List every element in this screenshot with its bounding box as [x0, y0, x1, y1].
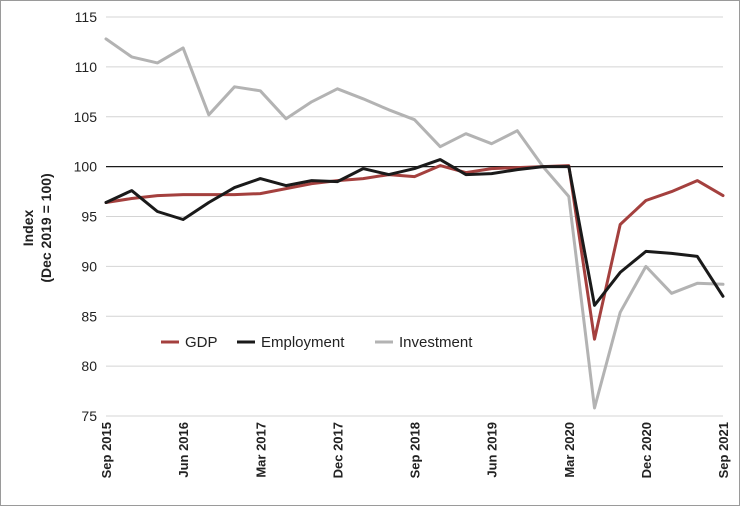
- gridlines: [106, 16, 723, 417]
- x-tick-label-sep-2021: Sep 2021: [716, 422, 731, 478]
- series-line-gdp: [104, 164, 725, 341]
- y-tick-label-110: 110: [75, 59, 98, 75]
- legend-label-investment: Investment: [399, 334, 473, 351]
- x-tick-label-dec-2020: Dec 2020: [639, 422, 654, 478]
- y-tick-label-75: 75: [81, 408, 97, 424]
- x-tick-label-mar-2017: Mar 2017: [253, 422, 268, 478]
- x-tick-label-dec-2017: Dec 2017: [330, 422, 345, 478]
- y-tick-label-95: 95: [81, 209, 97, 225]
- y-axis-ticks: 75 80 85 90 95 100 105 110 115: [74, 9, 98, 424]
- series-line-investment: [104, 37, 725, 410]
- series-line-employment: [104, 158, 725, 307]
- y-axis-title: Index (Dec 2019 = 100): [20, 173, 54, 282]
- y-tick-label-100: 100: [74, 159, 98, 175]
- y-tick-label-90: 90: [81, 258, 97, 274]
- y-axis-title-line-1: Index: [20, 210, 36, 247]
- series-lines: [104, 37, 725, 410]
- legend: GDP Employment Investment: [161, 334, 473, 351]
- x-tick-label-sep-2018: Sep 2018: [408, 422, 423, 478]
- y-tick-label-80: 80: [81, 358, 97, 374]
- legend-label-gdp: GDP: [185, 334, 218, 351]
- legend-label-employment: Employment: [261, 334, 345, 351]
- y-tick-label-115: 115: [75, 9, 98, 25]
- x-tick-label-jun-2019: Jun 2019: [485, 422, 500, 478]
- x-tick-label-jun-2016: Jun 2016: [176, 422, 191, 478]
- y-tick-label-105: 105: [74, 109, 98, 125]
- x-tick-label-mar-2020: Mar 2020: [562, 422, 577, 478]
- y-tick-label-85: 85: [81, 308, 97, 324]
- x-axis-ticks: Sep 2015 Jun 2016 Mar 2017 Dec 2017 Sep 2018…: [99, 422, 731, 478]
- y-axis-title-line-2: (Dec 2019 = 100): [38, 173, 54, 282]
- x-tick-label-sep-2015: Sep 2015: [99, 422, 114, 478]
